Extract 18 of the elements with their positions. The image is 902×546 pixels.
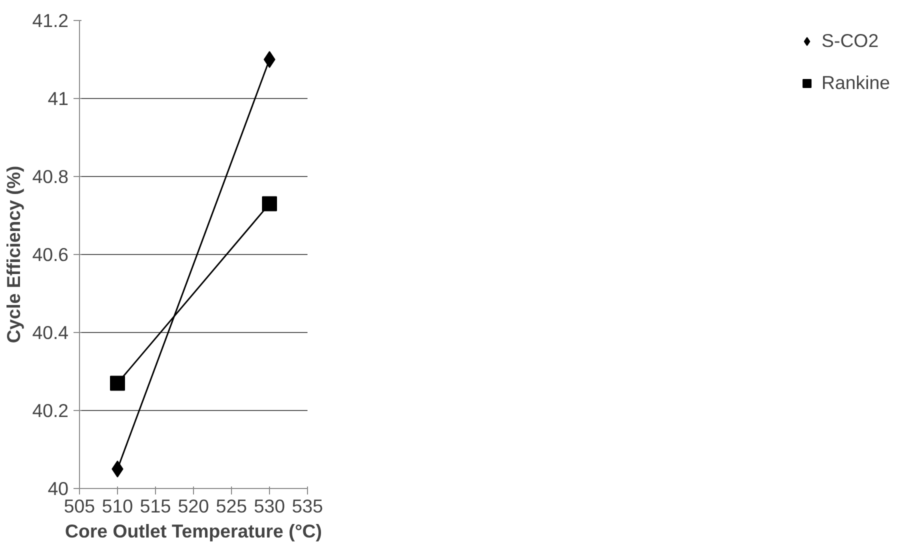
x-tick-label: 535 — [292, 496, 324, 516]
y-tick-label: 41.2 — [32, 10, 68, 31]
x-tick-label: 530 — [254, 496, 286, 516]
y-tick-label: 40.4 — [32, 322, 68, 343]
x-tick-label: 515 — [140, 496, 172, 516]
point — [110, 376, 125, 391]
y-tick-label: 41 — [48, 88, 69, 109]
y-axis-title: Cycle Efficiency (%) — [3, 166, 24, 344]
x-tick-label: 525 — [216, 496, 248, 516]
y-tick-label: 40.2 — [32, 400, 68, 421]
y-tick-label: 40.8 — [32, 166, 68, 187]
x-tick-label: 520 — [178, 496, 210, 516]
x-axis-title: Core Outlet Temperature (°C) — [65, 520, 322, 542]
point — [262, 196, 277, 212]
legend-label: S-CO2 — [822, 30, 879, 52]
x-tick-label: 510 — [102, 496, 134, 516]
legend-label: Rankine — [822, 72, 890, 94]
y-tick-label: 40.6 — [32, 244, 68, 265]
